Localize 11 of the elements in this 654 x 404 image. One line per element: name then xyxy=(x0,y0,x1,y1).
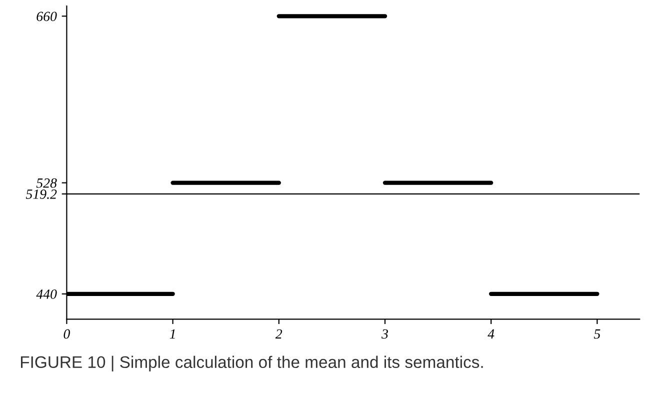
y-tick-label: 660 xyxy=(36,12,57,22)
x-tick-label: 1 xyxy=(170,329,175,339)
caption: FIGURE 10 | Simple calculation of the mean and its semantics. xyxy=(20,356,483,372)
y-tick-label: 519.2 xyxy=(26,190,57,199)
y-tick-label: 528 xyxy=(36,178,57,188)
x-tick-label: 2 xyxy=(275,329,282,339)
x-tick-label: 3 xyxy=(381,329,388,339)
y-tick-label: 440 xyxy=(36,289,57,299)
x-tick-label: 5 xyxy=(594,329,600,339)
x-tick-label: 4 xyxy=(488,329,494,339)
x-tick-label: 0 xyxy=(64,329,70,339)
